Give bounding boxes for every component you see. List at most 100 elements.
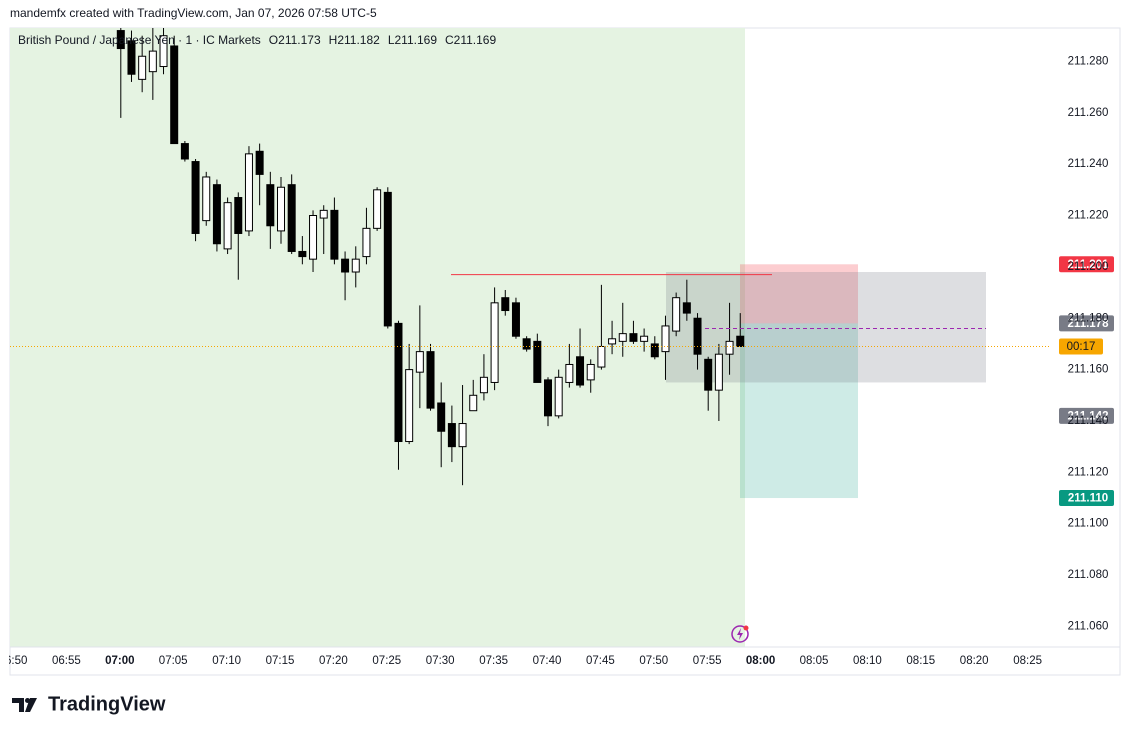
candle-body xyxy=(170,45,179,145)
candle-body xyxy=(501,297,510,312)
candle-body xyxy=(479,376,488,394)
candle-body xyxy=(244,153,253,232)
candle-body xyxy=(469,394,478,412)
candle-body xyxy=(159,35,168,68)
candle-body xyxy=(736,335,745,347)
candle-body xyxy=(330,209,339,260)
logo-text: TradingView xyxy=(48,693,166,715)
x-tick-label: 07:20 xyxy=(319,655,348,667)
y-tick-label: 211.120 xyxy=(1068,466,1109,478)
candle-body xyxy=(437,402,446,432)
y-tick-label: 211.200 xyxy=(1068,261,1109,273)
x-tick-label: 07:30 xyxy=(426,655,455,667)
candle-body xyxy=(490,302,499,383)
legend-item: C xyxy=(445,33,454,47)
overlay: 211.201 211.178 211.142 211.110 00:17 xyxy=(1059,256,1114,507)
candle-body xyxy=(672,297,681,332)
candle-body xyxy=(202,176,211,222)
x-tick-label: 07:50 xyxy=(639,655,668,667)
y-tick-label: 211.220 xyxy=(1068,210,1109,222)
icon-ring xyxy=(731,625,749,643)
candle-body xyxy=(298,250,307,258)
candle-body xyxy=(565,363,574,383)
candle-body xyxy=(629,333,638,342)
y-tick-label: 211.280 xyxy=(1068,55,1109,67)
candle-body xyxy=(180,143,189,160)
candle-body xyxy=(618,333,627,342)
legend-item: O xyxy=(269,33,278,47)
candle-body xyxy=(309,214,318,260)
x-tick-label: 07:35 xyxy=(479,655,508,667)
candle-body xyxy=(714,353,723,391)
candle-body xyxy=(661,325,670,353)
icon-bolt xyxy=(737,628,743,640)
y-tick-label: 211.140 xyxy=(1068,415,1109,427)
y-tick-label: 211.180 xyxy=(1068,312,1109,324)
candle-body xyxy=(576,356,585,386)
x-tick-label: 07:25 xyxy=(372,655,401,667)
y-tick-label: 211.100 xyxy=(1068,518,1109,530)
candle-body xyxy=(373,189,382,229)
candle-body xyxy=(725,340,734,355)
x-tick-label: 08:00 xyxy=(746,655,775,667)
candle-body xyxy=(426,351,435,409)
legend: British Pound / Japanese Yen · 1 · IC Ma… xyxy=(18,33,496,47)
candle-body xyxy=(650,343,659,358)
rectangle-drawing xyxy=(666,272,986,383)
candle-body xyxy=(511,302,520,337)
target-tag: 211.110 xyxy=(1068,493,1108,505)
legend-item: 211.182 xyxy=(337,33,380,47)
candle-body xyxy=(693,317,702,355)
candle-body xyxy=(533,340,542,383)
y-tick-label: 211.060 xyxy=(1068,620,1109,632)
x-tick-label: 07:55 xyxy=(693,655,722,667)
stop-tag: 211.201 xyxy=(1068,259,1110,271)
x-tick-label: 08:15 xyxy=(906,655,935,667)
x-tick-label: 07:15 xyxy=(266,655,295,667)
candle-body xyxy=(148,50,157,73)
candle-body xyxy=(127,40,136,75)
y-tick-label: 211.080 xyxy=(1068,569,1109,581)
legend-item: L xyxy=(388,33,395,47)
entry-tag-bg xyxy=(1059,315,1114,332)
x-tick-label: 07:40 xyxy=(533,655,562,667)
candle-body xyxy=(234,197,243,234)
logo-icon xyxy=(12,698,37,712)
candle-body xyxy=(704,358,713,391)
x-tick-label: 08:20 xyxy=(960,655,989,667)
x-tick-label: 07:05 xyxy=(159,655,188,667)
logo-dot xyxy=(25,698,30,703)
y-tick-label: 211.240 xyxy=(1068,158,1109,170)
target-zone xyxy=(740,323,858,499)
x-tick-label: 08:25 xyxy=(1013,655,1042,667)
candle-body xyxy=(223,202,232,250)
lightning-icon xyxy=(731,625,749,643)
candle-body xyxy=(287,184,296,252)
logo: TradingView xyxy=(12,693,166,715)
candle-body xyxy=(212,184,221,245)
candle-body xyxy=(138,55,147,80)
countdown-bg xyxy=(1059,338,1103,355)
plot xyxy=(10,28,1050,499)
price-tag-bg xyxy=(1059,407,1114,424)
target-tag-bg xyxy=(1059,490,1114,507)
label-mask xyxy=(0,650,9,672)
candle-body xyxy=(405,369,414,443)
candle-body xyxy=(319,209,328,219)
candle-body xyxy=(586,363,595,381)
legend-item: 211.173 xyxy=(278,33,321,47)
entry-tag: 211.178 xyxy=(1068,318,1110,330)
icon-dot xyxy=(743,625,749,631)
x-tick-label: 07:10 xyxy=(212,655,241,667)
candle-body xyxy=(255,150,264,175)
legend-item: British Pound / Japanese Yen · 1 · IC Ma… xyxy=(18,33,261,47)
stop-tag-bg xyxy=(1059,256,1114,273)
candle-body xyxy=(554,376,563,417)
candle-body xyxy=(191,161,200,234)
countdown: 00:17 xyxy=(1067,341,1096,353)
candle-body xyxy=(277,186,285,232)
candle-body xyxy=(458,423,467,448)
candle-body xyxy=(383,191,392,327)
candle-body xyxy=(362,227,371,258)
